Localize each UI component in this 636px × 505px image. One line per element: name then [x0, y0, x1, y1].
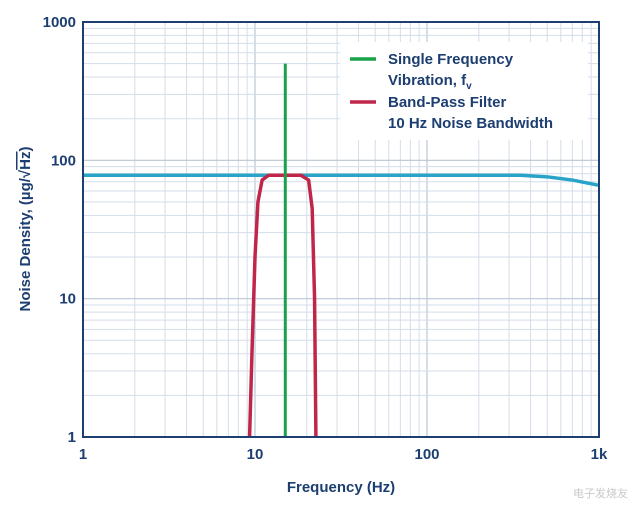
- legend-background: [340, 42, 588, 140]
- legend-label-vibration-line2: Vibration, fv: [388, 72, 472, 92]
- y-tick-label: 1: [68, 429, 76, 446]
- series-noise-density-line: [83, 173, 600, 188]
- x-tick-label: 1: [79, 446, 87, 463]
- y-tick-label: 100: [51, 152, 76, 169]
- x-tick-label: 1k: [591, 446, 608, 463]
- y-tick-label: 10: [59, 291, 76, 308]
- legend-label-vibration-line1: Single Frequency: [388, 51, 514, 68]
- legend-label-bandpass-line1: Band-Pass Filter: [388, 94, 507, 111]
- legend-label-bandpass-line2: 10 Hz Noise Bandwidth: [388, 115, 553, 132]
- plot-frame: [82, 21, 600, 438]
- x-axis-title: Frequency (Hz): [287, 479, 395, 496]
- series-layer: [83, 63, 600, 438]
- y-axis-title: Noise Density, (µg/√Hz): [17, 147, 34, 312]
- legend: Single Frequency Vibration, fv Band-Pass…: [340, 42, 588, 140]
- svg-text:Noise Density, (µg/√Hz): Noise Density, (µg/√Hz): [17, 147, 34, 312]
- x-tick-label: 100: [414, 446, 439, 463]
- y-tick-label: 1000: [43, 14, 76, 31]
- x-tick-label: 10: [247, 446, 264, 463]
- watermark: 电子发烧友: [573, 486, 628, 500]
- tick-labels: 1 10 100 1k 1 10 100 1000: [43, 14, 608, 463]
- series-bandpass-line: [247, 173, 318, 438]
